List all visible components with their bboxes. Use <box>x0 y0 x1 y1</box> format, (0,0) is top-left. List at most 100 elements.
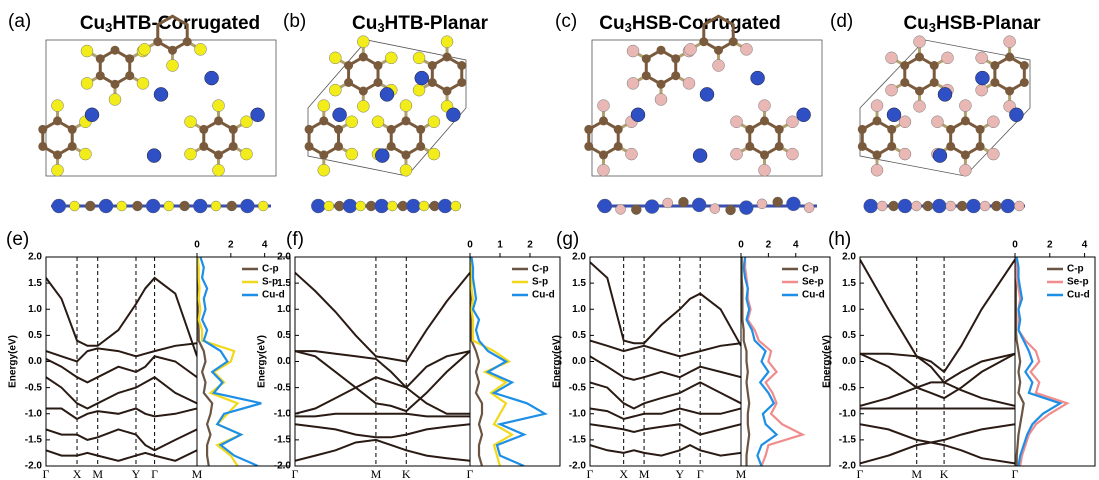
carbon-atom <box>946 142 955 151</box>
ring <box>646 50 675 84</box>
x-tick-label: Γ <box>587 467 594 480</box>
carbon-atom <box>714 46 723 55</box>
y-tick-label: -1.5 <box>25 435 43 446</box>
ring <box>391 121 420 155</box>
y-tick-label: 2.0 <box>277 252 291 263</box>
x-tick-label: M <box>92 467 103 480</box>
side-atom <box>864 199 878 213</box>
y-tick-label: 1.0 <box>572 304 586 315</box>
y-tick-label: 0.0 <box>842 356 856 367</box>
x-tick-label: M <box>911 467 922 480</box>
carbon-atom <box>657 80 666 89</box>
carbon-atom <box>887 125 896 134</box>
side-atom <box>898 199 912 213</box>
cu-atom <box>1009 108 1023 122</box>
panel-label: (g) <box>556 229 579 250</box>
x-tick-label: M <box>639 467 650 480</box>
cu-atom <box>333 108 347 122</box>
side-atom <box>932 199 946 213</box>
side-atom <box>132 201 142 211</box>
dos-tick-label: 4 <box>1082 240 1088 251</box>
dos-lines <box>1015 257 1067 466</box>
carbon-atom <box>699 37 708 46</box>
y-axis-label: Energy(eV) <box>8 335 19 388</box>
carbon-atom <box>334 142 343 151</box>
carbon-atom <box>214 150 223 159</box>
carbon-atom <box>199 142 208 151</box>
carbon-atom <box>374 78 383 87</box>
cu-atom <box>147 149 161 163</box>
ligand-atom <box>240 116 252 128</box>
band-line <box>295 440 470 461</box>
carbon-atom <box>387 142 396 151</box>
dos-tick-label: 0 <box>738 240 744 251</box>
carbon-atom <box>359 53 368 62</box>
legend-label: C-p <box>262 264 279 275</box>
legend-label: Cu-d <box>1067 290 1090 301</box>
carbon-atom <box>930 61 939 70</box>
plot-frame <box>590 257 741 466</box>
y-tick-label: -1.5 <box>839 435 857 446</box>
side-atom <box>375 199 389 213</box>
panel-title: Cu3HTB-Planar <box>352 13 489 35</box>
panel-label: (f) <box>286 229 304 250</box>
dos-tick-label: 2 <box>527 240 533 251</box>
carbon-atom <box>214 116 223 125</box>
ligand-atom <box>372 116 384 128</box>
x-tick-label: Y <box>132 467 141 480</box>
side-atom <box>164 201 174 211</box>
side-atom <box>211 201 221 211</box>
ligand-atom <box>914 36 926 48</box>
side-atom <box>957 201 967 211</box>
y-tick-label: -2.0 <box>25 461 43 472</box>
legend-label: Se-p <box>802 277 824 288</box>
cu-atom <box>380 87 394 101</box>
side-atom <box>85 201 95 211</box>
side-atom <box>1014 201 1024 211</box>
legend-label: Se-p <box>1067 277 1089 288</box>
band-line <box>590 409 741 420</box>
dos-lines <box>470 257 545 466</box>
ligand-atom <box>185 148 197 160</box>
carbon-atom <box>599 116 608 125</box>
x-tick-label: K <box>940 467 949 480</box>
band-line <box>860 424 1015 442</box>
carbon-atom <box>858 142 867 151</box>
ligand-atom <box>598 164 610 176</box>
side-atom <box>804 203 814 213</box>
side-atom <box>146 199 160 213</box>
carbon-atom <box>584 142 593 151</box>
ligand-atom <box>79 148 91 160</box>
ligand-atom <box>959 164 971 176</box>
ligand-atom <box>346 116 358 128</box>
band-line <box>590 445 741 456</box>
side-atom <box>240 199 254 213</box>
carbon-atom <box>111 46 120 55</box>
y-tick-label: -0.5 <box>25 382 43 393</box>
ligand-atom <box>81 77 93 89</box>
carbon-atom <box>387 125 396 134</box>
formula-element: Cu <box>352 13 377 34</box>
x-tick-label: Γ <box>43 467 50 480</box>
ring <box>862 121 891 155</box>
ligand-atom <box>441 36 453 48</box>
structure <box>305 36 467 213</box>
ligand-atom <box>428 148 440 160</box>
carbon-atom <box>334 125 343 134</box>
carbon-atom <box>199 125 208 134</box>
ligand-atom <box>385 52 397 64</box>
ligand-atom <box>357 100 369 112</box>
ligand-atom <box>329 52 341 64</box>
formula-element: Cu <box>80 13 105 34</box>
side-atom <box>311 199 325 213</box>
carbon-atom <box>168 46 177 55</box>
ligand-atom <box>731 148 743 160</box>
side-atom <box>387 201 397 211</box>
side-atom <box>991 201 1001 211</box>
side-atom <box>645 200 659 214</box>
legend-label: Cu-d <box>802 290 825 301</box>
side-atom <box>616 204 626 214</box>
ligand-atom <box>52 100 64 112</box>
panel-title: Cu3HSB-Planar <box>903 13 1041 35</box>
carbon-atom <box>305 142 314 151</box>
